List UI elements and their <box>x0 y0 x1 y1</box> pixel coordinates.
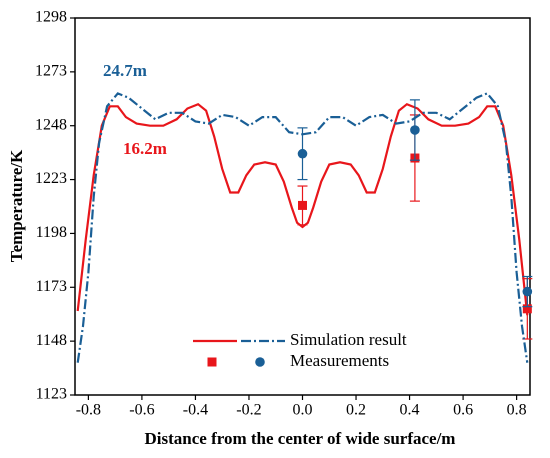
y-tick-label: 1248 <box>35 116 67 133</box>
x-tick-label: -0.8 <box>76 402 101 419</box>
series-label: 16.2m <box>123 139 167 158</box>
measurement-marker <box>298 200 307 210</box>
x-tick-label: -0.6 <box>129 402 154 419</box>
x-tick-label: -0.2 <box>236 402 261 419</box>
legend-marker <box>207 357 217 367</box>
x-tick-label: 0.8 <box>507 402 527 419</box>
measurement-marker <box>522 304 532 314</box>
y-tick-label: 1273 <box>35 63 67 80</box>
y-axis-label: Temperature/K <box>7 149 26 262</box>
legend-label: Simulation result <box>290 330 407 349</box>
simulation-line <box>76 102 529 316</box>
legend-marker <box>255 357 265 367</box>
measurement-marker <box>410 125 420 135</box>
x-tick-label: 0.6 <box>453 402 473 419</box>
x-axis-label: Distance from the center of wide surface… <box>145 429 456 448</box>
y-tick-label: 1198 <box>36 224 67 241</box>
measurement-marker <box>522 286 533 297</box>
y-tick-label: 1123 <box>36 386 67 403</box>
y-tick-label: 1298 <box>35 9 67 26</box>
x-tick-label: 0.2 <box>346 402 366 419</box>
y-tick-label: 1173 <box>36 278 67 295</box>
series-label: 24.7m <box>103 61 147 80</box>
x-tick-label: -0.4 <box>183 402 208 419</box>
legend-label: Measurements <box>290 351 389 370</box>
y-tick-label: 1223 <box>35 170 67 187</box>
x-tick-label: 0.4 <box>400 402 420 419</box>
measurement-marker <box>297 148 308 159</box>
x-tick-label: 0.0 <box>293 402 313 419</box>
y-tick-label: 1148 <box>36 332 67 349</box>
